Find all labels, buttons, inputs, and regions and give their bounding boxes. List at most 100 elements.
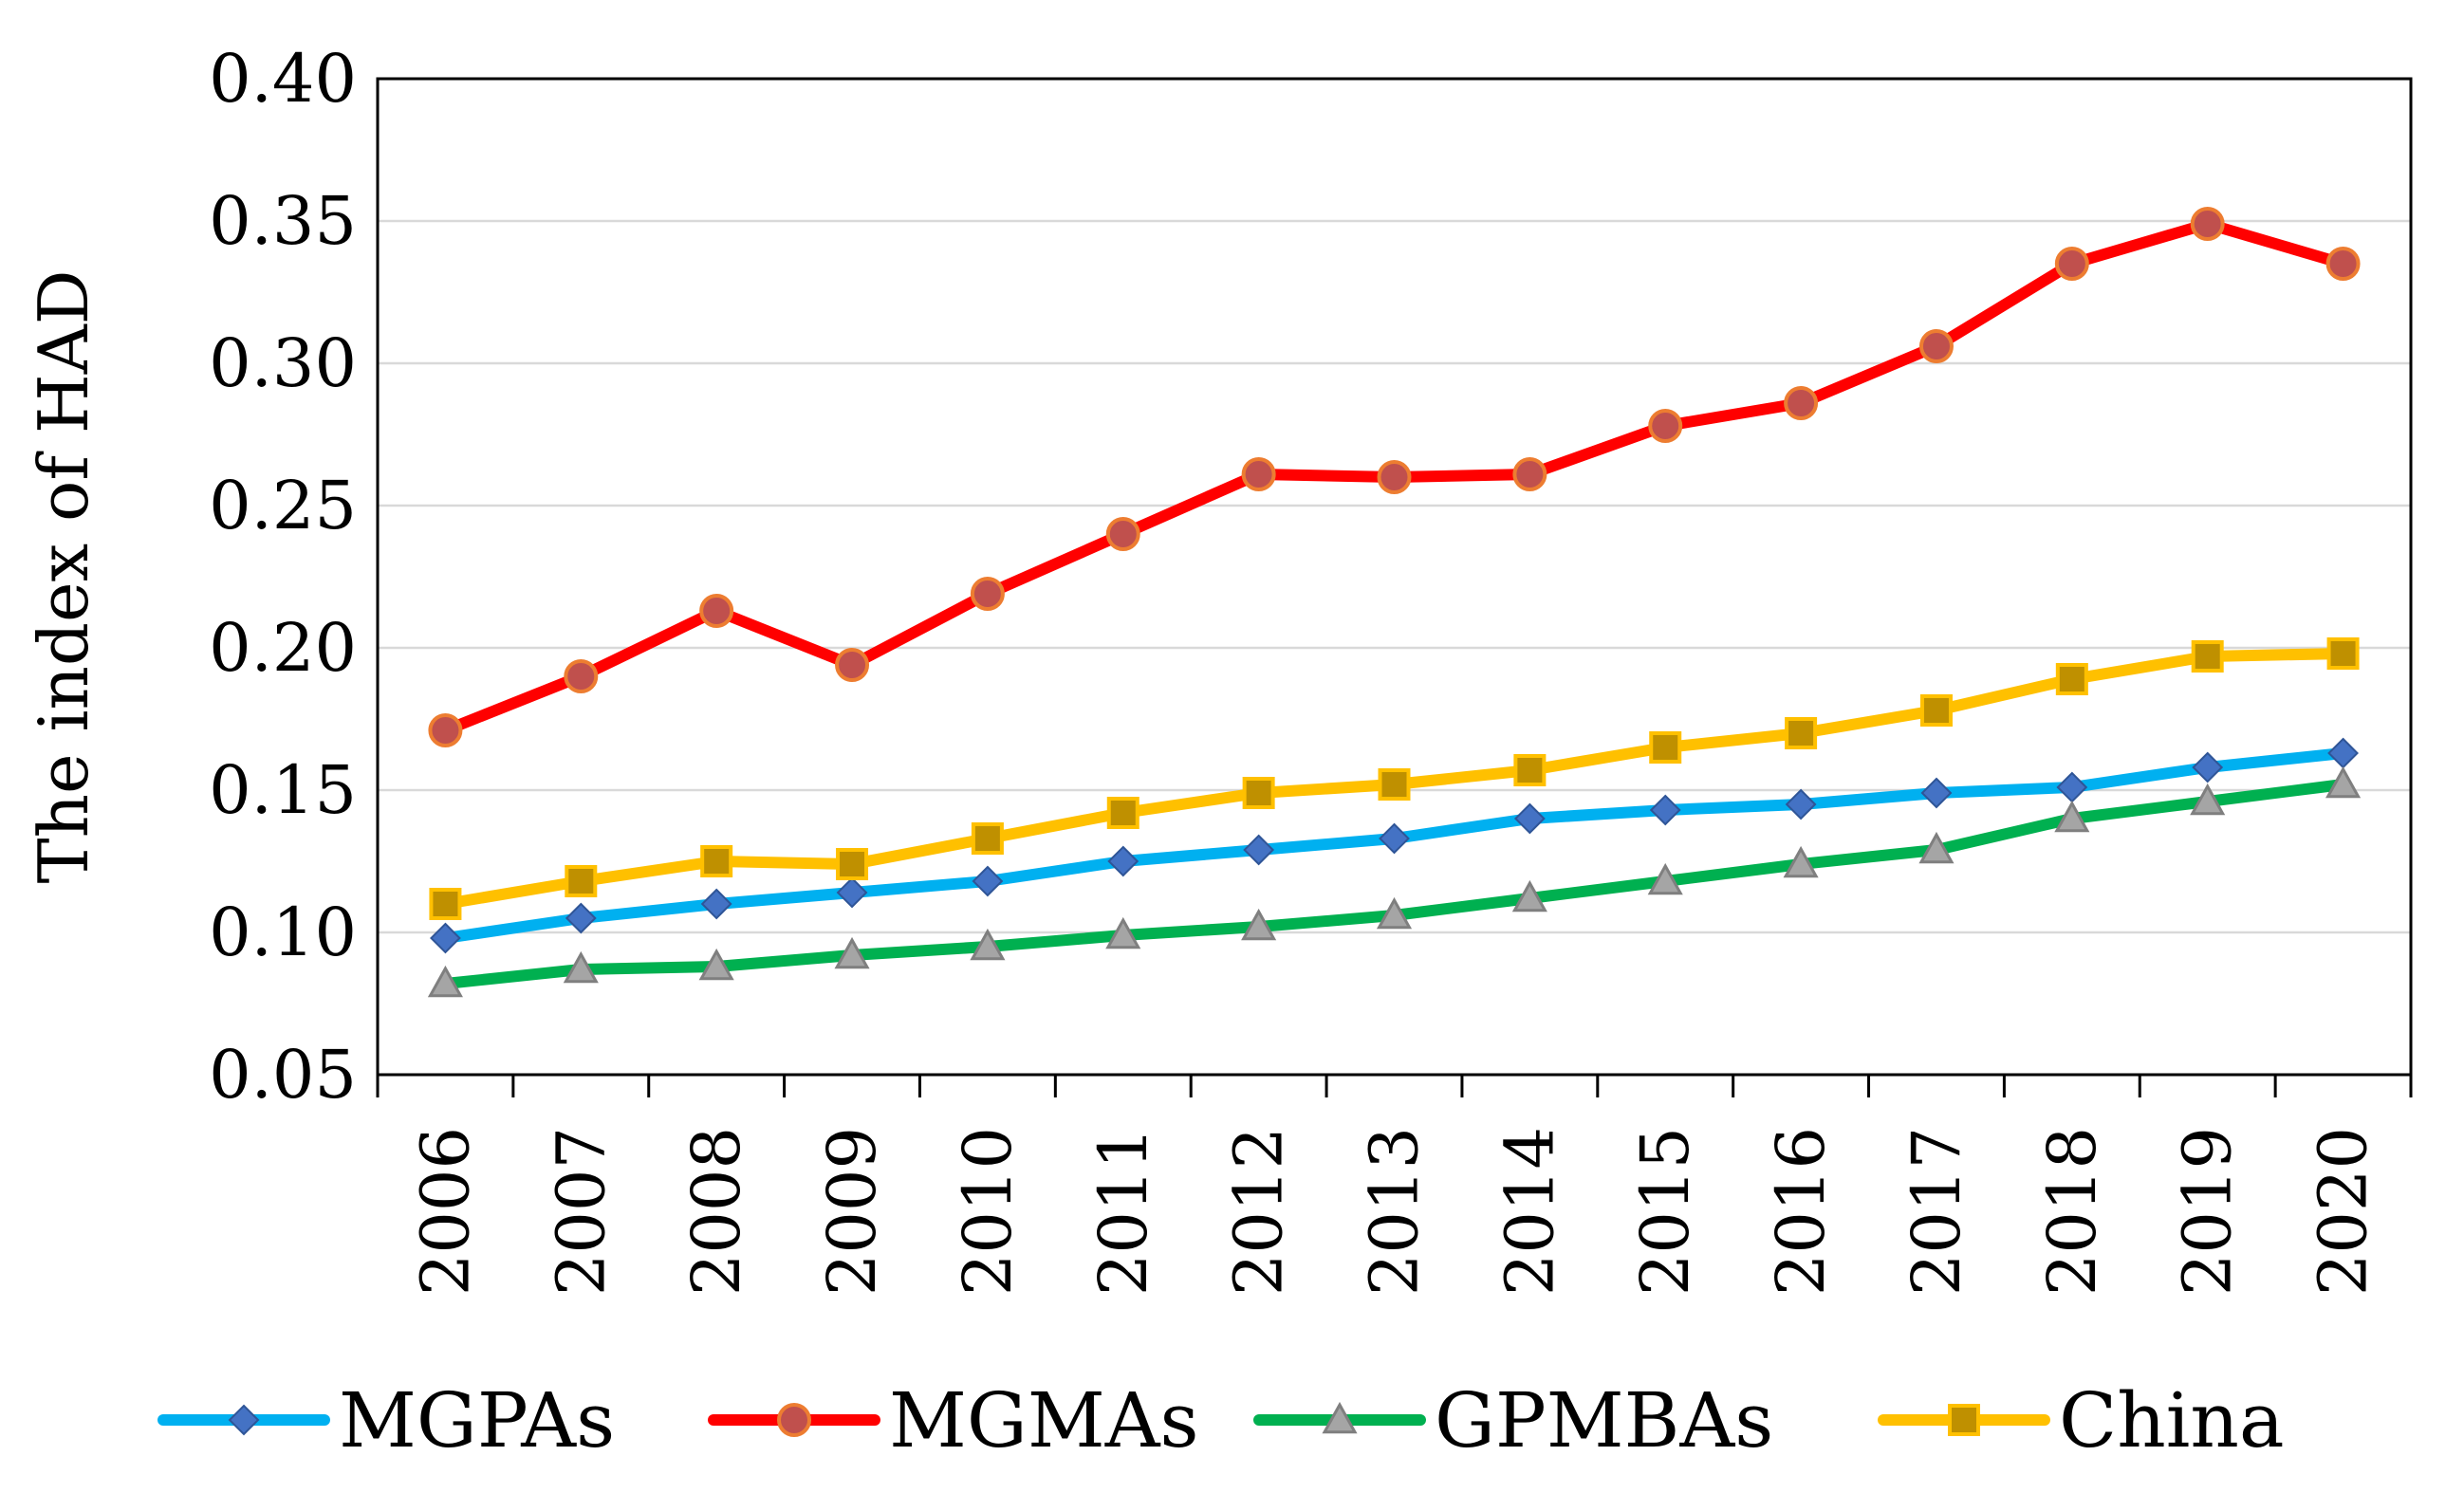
data-point-gpmbas bbox=[427, 965, 463, 998]
data-point-gpmbas bbox=[1511, 879, 1547, 912]
y-axis-tick-labels: 0.05 0.10 0.15 0.20 0.25 0.30 0.35 0.40 bbox=[209, 40, 357, 1114]
data-point-china bbox=[1242, 777, 1275, 809]
legend: MGPAs MGMAs GPMBAs China bbox=[157, 1376, 2285, 1465]
data-point-china bbox=[429, 888, 462, 920]
x-tick-label: 2010 bbox=[949, 1127, 1027, 1296]
data-point-mgmas bbox=[1918, 329, 1954, 363]
data-point-mgpas bbox=[1379, 822, 1410, 855]
y-tick-label: 0.15 bbox=[209, 751, 357, 829]
data-point-gpmbas bbox=[1241, 908, 1277, 941]
series-mgpas bbox=[430, 737, 2359, 954]
y-tick-label: 0.20 bbox=[209, 609, 357, 687]
data-point-gpmbas bbox=[834, 936, 870, 969]
x-tick-label: 2019 bbox=[2169, 1127, 2247, 1296]
data-point-china bbox=[2055, 663, 2088, 695]
legend-marker-gpmbas bbox=[1322, 1401, 1358, 1434]
data-point-mgmas bbox=[1105, 517, 1140, 551]
data-point-mgpas bbox=[1243, 834, 1275, 866]
legend-label-china: China bbox=[2059, 1376, 2285, 1465]
y-tick-label: 0.30 bbox=[209, 324, 357, 402]
y-axis-label: The index of HAD bbox=[24, 270, 103, 884]
data-point-mgpas bbox=[1513, 802, 1546, 835]
legend-label-mgpas: MGPAs bbox=[339, 1376, 615, 1465]
series-group bbox=[427, 207, 2362, 998]
data-point-mgmas bbox=[970, 577, 1005, 611]
data-point-china bbox=[836, 848, 869, 880]
data-point-gpmbas bbox=[970, 928, 1006, 961]
legend-marker-mgmas bbox=[777, 1403, 811, 1437]
data-point-gpmbas bbox=[563, 950, 599, 984]
data-point-mgmas bbox=[1241, 457, 1276, 491]
data-point-mgmas bbox=[699, 594, 734, 628]
y-tick-label: 0.25 bbox=[209, 467, 357, 544]
y-tick-label: 0.35 bbox=[209, 182, 357, 260]
data-point-gpmbas bbox=[2325, 765, 2362, 799]
data-point-mgmas bbox=[835, 648, 870, 682]
data-point-mgpas bbox=[565, 902, 597, 934]
legend-item-mgmas: MGMAs bbox=[708, 1376, 1199, 1465]
data-point-mgpas bbox=[700, 888, 732, 920]
legend-label-mgmas: MGMAs bbox=[889, 1376, 1199, 1465]
x-tick-label: 2013 bbox=[1356, 1127, 1434, 1296]
data-point-mgmas bbox=[1377, 460, 1412, 494]
data-point-china bbox=[700, 845, 733, 877]
data-point-gpmbas bbox=[1376, 896, 1413, 930]
x-tick-label: 2006 bbox=[406, 1127, 484, 1296]
x-tick-label: 2017 bbox=[1898, 1127, 1975, 1296]
series-china bbox=[429, 637, 2360, 920]
legend-marker-mgpas bbox=[228, 1404, 260, 1436]
data-point-china bbox=[1919, 694, 1953, 727]
data-point-mgpas bbox=[2056, 771, 2088, 803]
x-axis-ticks bbox=[376, 1075, 2413, 1097]
data-point-mgmas bbox=[2054, 247, 2089, 281]
data-point-china bbox=[1649, 731, 1682, 764]
data-point-gpmbas bbox=[1918, 831, 1955, 864]
x-tick-label: 2009 bbox=[813, 1127, 891, 1296]
data-point-mgpas bbox=[2327, 737, 2359, 769]
data-point-mgpas bbox=[430, 922, 461, 954]
data-point-mgpas bbox=[1920, 777, 1953, 809]
data-point-mgmas bbox=[1784, 386, 1819, 420]
x-tick-label: 2016 bbox=[1762, 1127, 1840, 1296]
x-tick-label: 2015 bbox=[1626, 1127, 1704, 1296]
data-point-mgpas bbox=[1107, 845, 1139, 877]
data-point-gpmbas bbox=[1783, 845, 1819, 878]
data-point-china bbox=[2191, 640, 2224, 673]
x-tick-label: 2011 bbox=[1084, 1127, 1162, 1296]
legend-label-gpmbas: GPMBAs bbox=[1435, 1376, 1773, 1465]
data-point-gpmbas bbox=[1647, 862, 1683, 895]
x-tick-label: 2014 bbox=[1491, 1127, 1568, 1296]
series-mgmas bbox=[428, 207, 2361, 747]
plot-area-border bbox=[376, 77, 2413, 1077]
data-point-mgpas bbox=[1785, 788, 1817, 820]
data-point-gpmbas bbox=[2190, 783, 2226, 816]
data-point-gpmbas bbox=[2054, 800, 2090, 833]
data-point-china bbox=[1513, 754, 1547, 786]
grid-lines bbox=[378, 219, 2411, 934]
data-point-mgmas bbox=[2325, 247, 2361, 281]
data-point-mgmas bbox=[1648, 409, 1683, 443]
data-point-china bbox=[2326, 637, 2360, 670]
y-tick-label: 0.05 bbox=[209, 1036, 357, 1114]
x-tick-label: 2007 bbox=[542, 1127, 620, 1296]
legend-marker-china bbox=[1948, 1404, 1980, 1436]
x-tick-label: 2020 bbox=[2305, 1127, 2382, 1296]
x-tick-label: 2018 bbox=[2033, 1127, 2111, 1296]
legend-item-gpmbas: GPMBAs bbox=[1253, 1376, 1773, 1465]
x-axis-tick-labels: 2006 2007 2008 2009 2010 2011 2012 2013 2014 2015… bbox=[406, 1127, 2381, 1296]
data-point-gpmbas bbox=[698, 948, 734, 981]
data-point-mgmas bbox=[1512, 457, 1547, 491]
legend-item-china: China bbox=[1878, 1376, 2285, 1465]
data-point-china bbox=[1106, 797, 1139, 829]
data-point-china bbox=[971, 822, 1004, 855]
legend-item-mgpas: MGPAs bbox=[157, 1376, 615, 1465]
data-point-mgmas bbox=[564, 659, 599, 693]
data-point-gpmbas bbox=[1105, 916, 1141, 949]
y-tick-label: 0.40 bbox=[209, 40, 357, 118]
data-point-china bbox=[565, 865, 598, 897]
series-line-gpmbas bbox=[439, 779, 2349, 989]
data-point-mgmas bbox=[428, 713, 463, 747]
data-point-china bbox=[1785, 717, 1818, 749]
data-point-mgpas bbox=[972, 865, 1004, 897]
